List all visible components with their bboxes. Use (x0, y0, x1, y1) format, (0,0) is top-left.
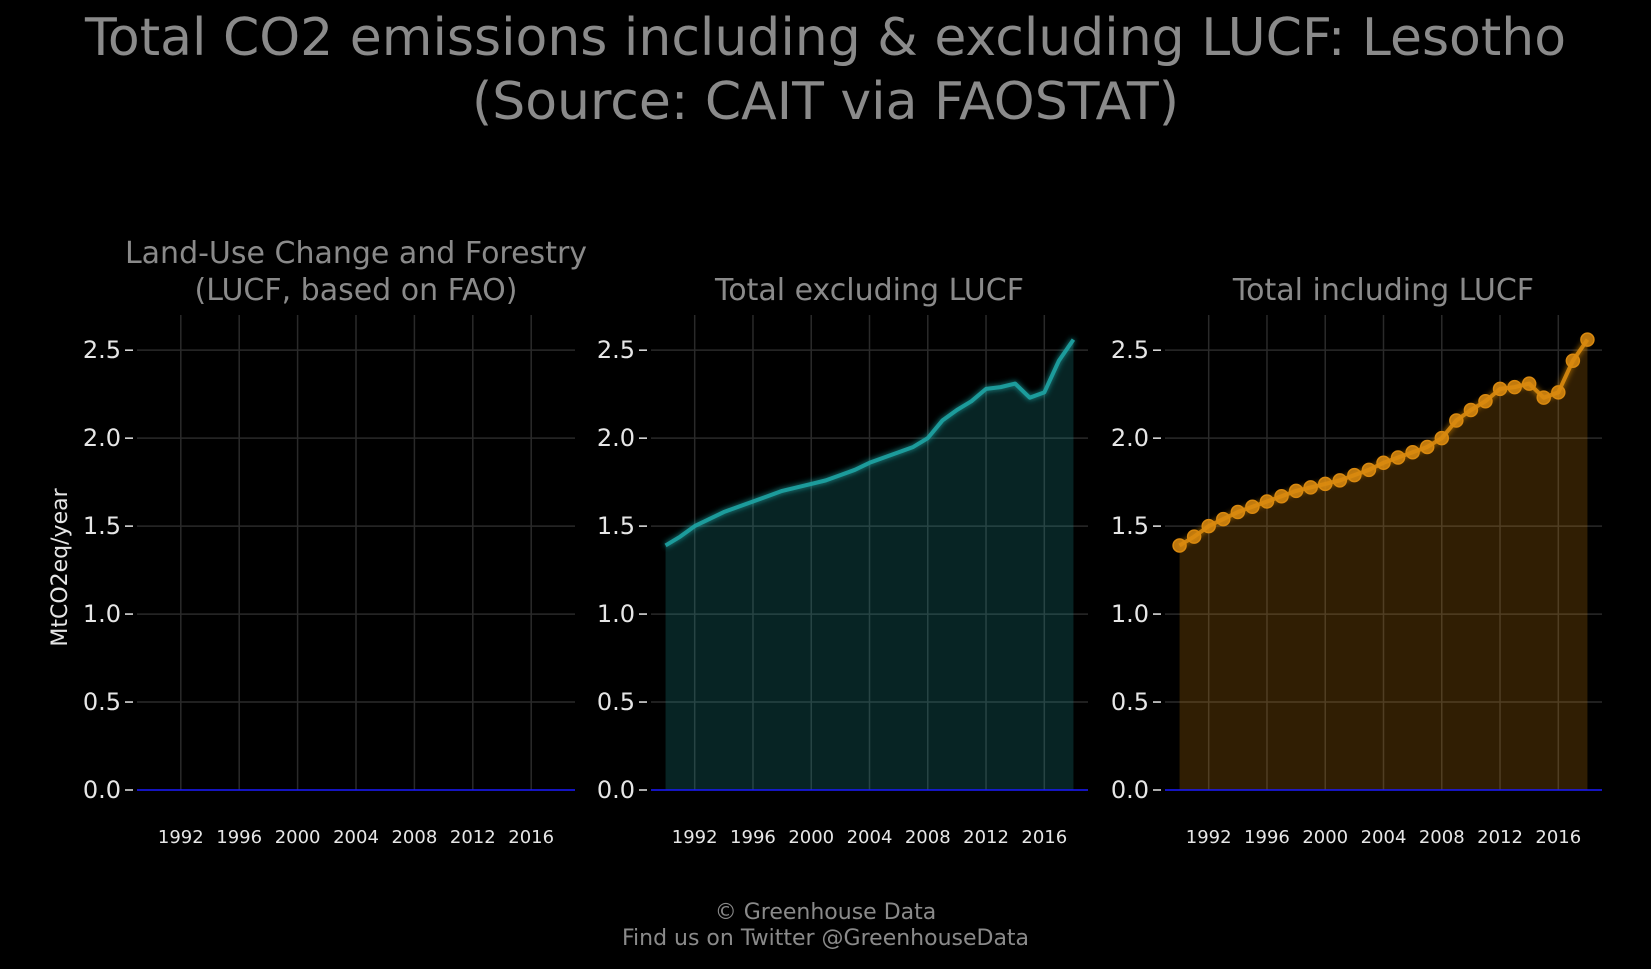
x-tick-label: 2008 (905, 827, 951, 848)
x-tick-label: 1992 (158, 827, 204, 848)
y-tick-label: 2.5 (597, 336, 635, 364)
data-point (1317, 476, 1333, 492)
x-tick-label: 1996 (730, 827, 776, 848)
y-tick-label: 0.0 (1111, 776, 1149, 804)
y-tick-label: 1.0 (83, 600, 121, 628)
y-tick-label: 2.5 (83, 336, 121, 364)
chart-title-line1: Total CO2 emissions including & excludin… (84, 8, 1567, 68)
panel-title-line2: Total including LUCF (1232, 273, 1534, 308)
data-point (1551, 385, 1566, 400)
data-point (1419, 439, 1435, 455)
x-tick-label: 2012 (450, 827, 496, 848)
chart-title-line2: (Source: CAIT via FAOSTAT) (471, 72, 1180, 132)
data-point (1376, 455, 1391, 471)
data-point (1507, 379, 1522, 395)
panel-title-line1: Land-Use Change and Forestry (125, 236, 587, 271)
x-tick-label: 2016 (1535, 827, 1581, 848)
x-tick-label: 2016 (508, 827, 554, 848)
y-tick-label: 1.5 (597, 512, 635, 540)
data-point (1303, 480, 1318, 495)
x-tick-label: 1996 (216, 827, 262, 848)
data-point (1463, 402, 1479, 418)
data-point (1390, 450, 1406, 465)
data-point (1536, 390, 1551, 405)
data-point (1478, 393, 1493, 409)
x-tick-label: 2008 (391, 827, 437, 848)
y-axis-label: MtCO2eq/year (48, 487, 73, 646)
x-tick-label: 1996 (1244, 827, 1290, 848)
data-point (1361, 462, 1377, 478)
data-point (1580, 332, 1595, 347)
y-tick-label: 2.0 (1111, 424, 1149, 452)
chart-title: Total CO2 emissions including & excludin… (0, 6, 1651, 134)
y-tick-label: 0.5 (597, 688, 635, 716)
data-point (1347, 467, 1362, 483)
data-point (1186, 529, 1202, 544)
y-tick-label: 2.5 (1111, 336, 1149, 364)
x-tick-label: 2004 (333, 827, 379, 848)
data-point (1449, 413, 1464, 428)
y-tick-label: 2.0 (597, 424, 635, 452)
data-point (1332, 473, 1348, 488)
panel-lucf: Land-Use Change and Forestry(LUCF, based… (48, 236, 587, 848)
y-tick-label: 1.0 (597, 600, 635, 628)
x-tick-label: 2000 (275, 827, 321, 848)
x-tick-label: 2004 (1361, 827, 1407, 848)
footer: © Greenhouse Data Find us on Twitter @Gr… (0, 900, 1651, 952)
y-tick-label: 2.0 (83, 424, 121, 452)
data-point (1565, 353, 1581, 368)
y-tick-label: 1.0 (1111, 600, 1149, 628)
data-point (1216, 511, 1231, 527)
data-point (1434, 430, 1450, 446)
data-point (1259, 494, 1275, 509)
y-tick-label: 0.0 (83, 776, 121, 804)
data-point (1405, 444, 1420, 460)
panel-title-line2: Total excluding LUCF (714, 273, 1024, 308)
footer-twitter: Find us on Twitter @GreenhouseData (621, 926, 1030, 951)
x-tick-label: 1992 (672, 827, 718, 848)
x-tick-label: 2016 (1021, 827, 1067, 848)
footer-copyright: © Greenhouse Data (714, 900, 937, 925)
data-point (1274, 488, 1289, 504)
x-tick-label: 2000 (1302, 827, 1348, 848)
y-tick-label: 0.5 (1111, 688, 1149, 716)
y-tick-label: 1.5 (1111, 512, 1149, 540)
x-tick-label: 2012 (1477, 827, 1523, 848)
data-point (1521, 376, 1537, 391)
x-tick-label: 2000 (788, 827, 834, 848)
area-fill (665, 339, 1074, 790)
y-tick-label: 0.0 (597, 776, 635, 804)
data-point (1288, 483, 1304, 499)
y-tick-label: 0.5 (83, 688, 121, 716)
data-point (1230, 504, 1246, 520)
y-tick-label: 1.5 (83, 512, 121, 540)
data-point (1245, 499, 1260, 515)
panel-title-line2: (LUCF, based on FAO) (195, 273, 518, 308)
data-point (1201, 518, 1216, 534)
data-point (1172, 538, 1187, 553)
area-fill (1179, 339, 1588, 790)
x-tick-label: 1992 (1186, 827, 1232, 848)
panel-incl: Total including LUCF 0.0 0.5 1.0 1.5 2.0 2.5 19… (1111, 273, 1602, 848)
x-tick-label: 2008 (1419, 827, 1465, 848)
x-tick-label: 2004 (847, 827, 893, 848)
panel-excl: Total excluding LUCF 0.0 0.5 1.0 1.5 2.0 2.5 19… (597, 273, 1088, 848)
series-line (664, 338, 1076, 548)
x-tick-label: 2012 (963, 827, 1009, 848)
data-point (1492, 381, 1508, 397)
